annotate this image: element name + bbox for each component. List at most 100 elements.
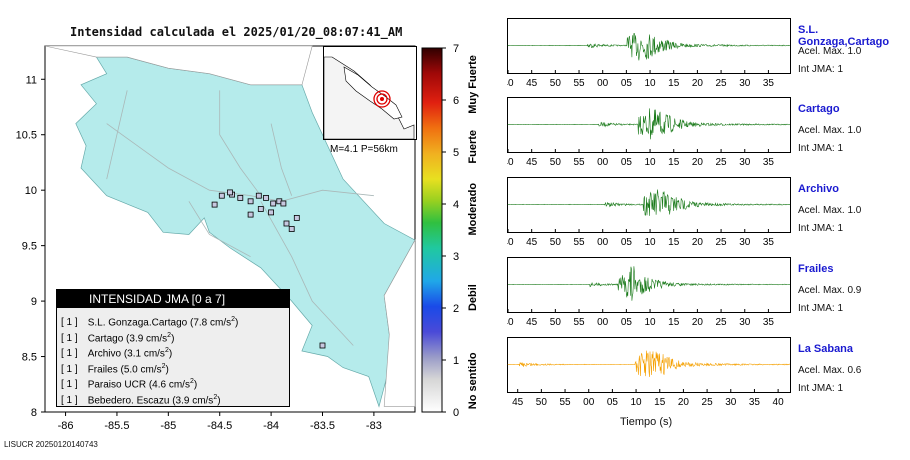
waveform-x-tick-label: 05 xyxy=(621,237,633,248)
map-x-tick-label: -83.5 xyxy=(310,420,335,432)
waveform-x-tick-label: 25 xyxy=(716,157,728,168)
waveform-x-tick-label: 15 xyxy=(668,78,680,89)
waveform-x-tick-label: 20 xyxy=(692,157,704,168)
waveform-x-tick-label: 30 xyxy=(725,397,737,408)
station-jma-intensity: Int JMA: 1 xyxy=(798,303,844,314)
station-marker xyxy=(263,194,269,201)
colorbar-category-label: Moderado xyxy=(467,183,479,236)
colorbar-category-label: Debil xyxy=(467,284,479,311)
waveform-x-tick-label: 05 xyxy=(621,317,633,328)
waveform-x-tick-label: 30 xyxy=(739,157,751,168)
map-y-tick-label: 8.5 xyxy=(22,352,37,364)
waveform-x-tick-label: 45 xyxy=(526,78,538,89)
waveform-trace xyxy=(507,350,791,378)
station-marker xyxy=(237,194,244,201)
station-jma-intensity: Int JMA: 1 xyxy=(798,223,844,234)
waveform-x-tick-label: 10 xyxy=(644,157,656,168)
legend-item-level: [ 1 ] xyxy=(61,363,78,375)
station-acel-max: Acel. Max. 1.0 xyxy=(798,125,862,136)
time-axis-label: Tiempo (s) xyxy=(620,416,673,428)
station-jma-intensity: Int JMA: 1 xyxy=(798,143,844,154)
waveform-x-tick-label: 10 xyxy=(644,78,656,89)
waveform-x-tick-label: 40 xyxy=(507,237,514,248)
station-name: Frailes xyxy=(798,263,834,275)
road-line xyxy=(270,123,293,196)
waveform-x-tick-label: 10 xyxy=(644,317,656,328)
legend-item-unit-power: 2 xyxy=(167,331,172,339)
colorbar-category-label: Fuerte xyxy=(467,130,479,164)
inset-map-svg xyxy=(323,56,415,140)
costa-rica-land xyxy=(75,56,416,408)
waveform-x-tick-label: 35 xyxy=(763,157,775,168)
station-marker xyxy=(227,189,233,196)
waveform-x-tick-label: 05 xyxy=(621,157,633,168)
waveform-trace xyxy=(507,108,791,140)
waveform-x-tick-label: 55 xyxy=(573,157,585,168)
waveform-x-tick-label: 30 xyxy=(739,317,751,328)
waveform-x-tick-label: 20 xyxy=(692,78,704,89)
legend-item-value: (7.8 cm/s xyxy=(189,317,232,329)
event-label: M=4.1 P=56km xyxy=(330,144,398,155)
station-name: Archivo xyxy=(798,183,839,195)
waveform-panel: 40 45 50 55 00 05 10 15 20 25 30 35 xyxy=(507,18,791,89)
waveform-x-tick-label: 55 xyxy=(573,78,585,89)
legend-item-value: (4.6 cm/s xyxy=(148,379,190,391)
map-x-tick-label: -85 xyxy=(160,420,176,432)
map-x-tick-label: -86 xyxy=(58,420,74,432)
station-marker xyxy=(247,198,254,205)
colorbar-tick-label: 4 xyxy=(453,199,459,211)
waveform-x-tick-label: 40 xyxy=(507,78,514,89)
station-marker xyxy=(268,209,275,216)
colorbar-tick-label: 5 xyxy=(453,147,459,159)
map-y-tick-label: 10.5 xyxy=(16,130,37,142)
waveform-panel: 40 45 50 55 00 05 10 15 20 25 30 35 xyxy=(507,97,791,168)
colorbar-tick-label: 7 xyxy=(453,43,459,55)
station-marker xyxy=(255,192,262,199)
station-marker xyxy=(257,206,264,212)
waveform-trace xyxy=(507,266,791,301)
legend-item-level: [ 1 ] xyxy=(61,348,78,360)
waveform-panel: 40 45 50 55 00 05 10 15 20 25 30 35 xyxy=(507,257,791,328)
waveform-x-tick-label: 40 xyxy=(773,397,785,408)
legend-item-close: ) xyxy=(165,363,169,375)
waveform-x-tick-label: 50 xyxy=(550,157,562,168)
waveform-x-tick-label: 15 xyxy=(668,317,680,328)
legend-item-close: ) xyxy=(168,348,173,360)
station-acel-max: Acel. Max. 1.0 xyxy=(798,46,862,57)
waveform-x-tick-label: 00 xyxy=(597,317,609,328)
epicenter-icon xyxy=(373,90,391,108)
legend-item: [ 1 ] Frailes (5.0 cm/s2) xyxy=(61,359,289,375)
road-line xyxy=(219,90,262,196)
legend-item-close: ) xyxy=(193,379,198,391)
legend-item: [ 1 ] Paraiso UCR (4.6 cm/s2) xyxy=(61,374,289,390)
waveform-x-tick-label: 25 xyxy=(716,317,728,328)
legend-item-name: Archivo xyxy=(87,348,124,360)
waveform-x-tick-label: 20 xyxy=(692,317,704,328)
waveform-x-tick-label: 20 xyxy=(692,237,704,248)
inset-map xyxy=(323,46,417,140)
map-x-tick-label: -84 xyxy=(263,420,279,432)
legend-item-value: (5.0 cm/s xyxy=(120,363,162,375)
page-title: Intensidad calculada el 2025/01/20_08:07… xyxy=(70,25,403,39)
waveform-x-tick-label: 40 xyxy=(507,157,514,168)
waveform-x-tick-label: 35 xyxy=(749,397,761,408)
waveform-x-tick-label: 15 xyxy=(668,237,680,248)
station-acel-max: Acel. Max. 0.6 xyxy=(798,365,862,376)
station-name: Cartago xyxy=(798,103,840,115)
footer-code: LISUCR 20250120140743 xyxy=(4,440,98,449)
colorbar-tick-label: 2 xyxy=(453,303,459,315)
legend-item: [ 1 ] Bebedero. Escazu (3.9 cm/s2) xyxy=(61,390,289,406)
waveform-x-tick-label: 30 xyxy=(739,78,751,89)
waveform-x-tick-label: 35 xyxy=(763,237,775,248)
waveform-trace xyxy=(507,189,791,216)
road-line xyxy=(188,201,251,258)
waveform-x-tick-label: 00 xyxy=(583,397,595,408)
waveform-x-tick-label: 30 xyxy=(739,237,751,248)
legend-title: INTENSIDAD JMA [0 a 7] xyxy=(57,290,289,308)
waveform-x-tick-label: 25 xyxy=(716,78,728,89)
legend-item-level: [ 1 ] xyxy=(61,379,78,391)
colorbar-tick-label: 1 xyxy=(453,355,459,367)
intensity-legend: INTENSIDAD JMA [0 a 7] [ 1 ] S.L. Gonzaga… xyxy=(56,289,290,407)
waveform-x-tick-label: 00 xyxy=(597,237,609,248)
legend-item: [ 1 ] Archivo (3.1 cm/s2) xyxy=(61,343,289,359)
